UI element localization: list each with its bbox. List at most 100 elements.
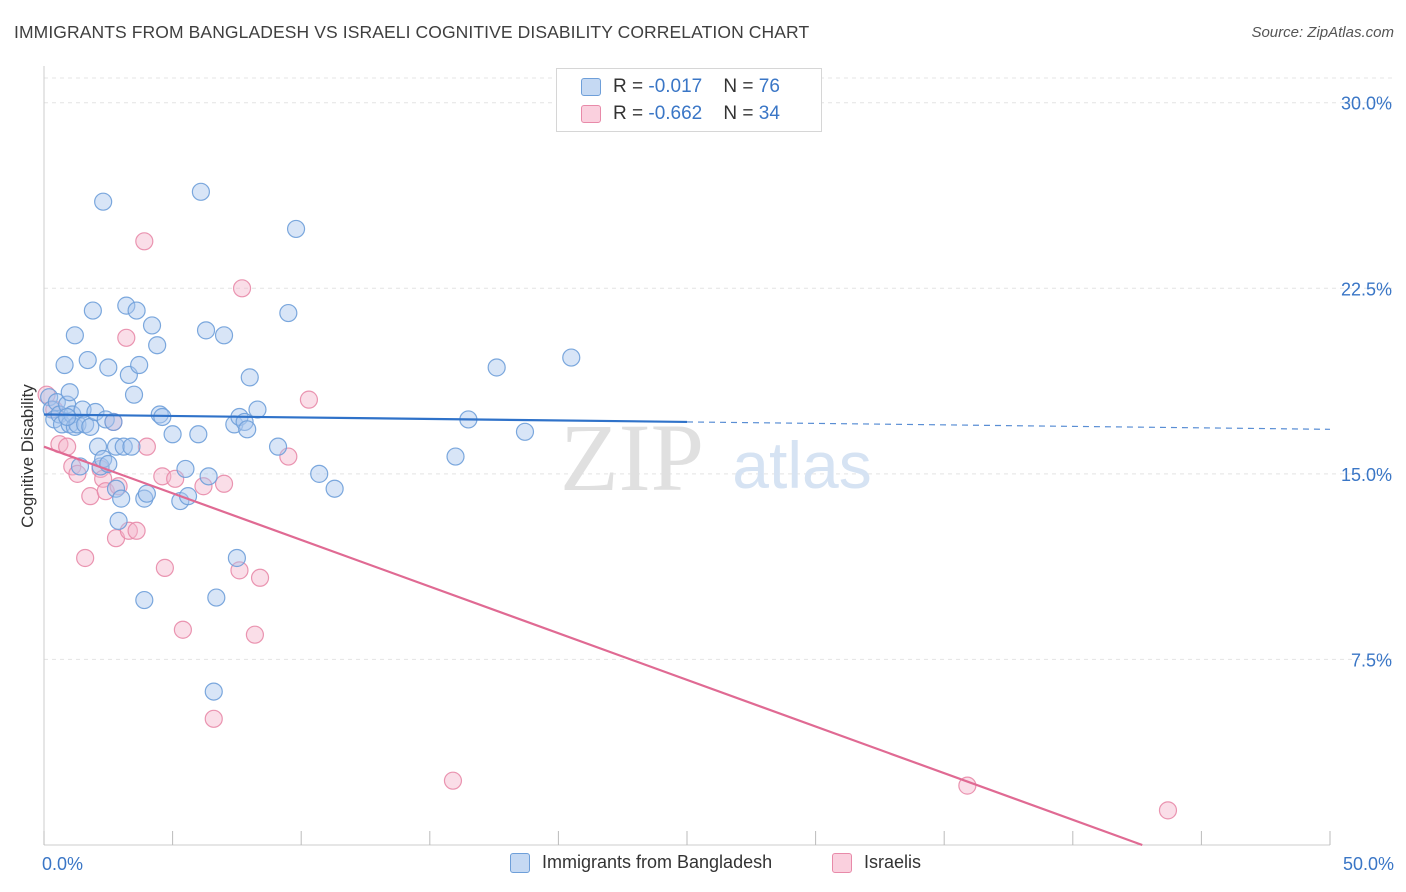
point-bangladesh xyxy=(99,358,118,377)
point-israelis xyxy=(155,558,174,577)
point-bangladesh xyxy=(279,303,298,323)
point-bangladesh xyxy=(446,447,465,466)
point-bangladesh xyxy=(65,326,84,345)
legend-spacer xyxy=(702,76,723,98)
point-bangladesh xyxy=(199,467,218,486)
trendline-bangladesh xyxy=(43,413,688,424)
point-israelis xyxy=(204,709,223,728)
point-bangladesh xyxy=(148,336,167,355)
legend-spacer xyxy=(702,103,723,125)
y-tick-label: 7.5% xyxy=(1351,650,1392,670)
point-bangladesh xyxy=(58,407,77,427)
point-bangladesh xyxy=(248,400,267,419)
point-bangladesh xyxy=(114,437,133,456)
point-israelis xyxy=(245,625,265,644)
legend-r-label: R = xyxy=(613,76,649,97)
point-bangladesh xyxy=(515,422,535,441)
point-bangladesh xyxy=(207,588,226,607)
legend-label-israelis: Israelis xyxy=(864,852,922,872)
point-bangladesh xyxy=(325,479,344,498)
point-bangladesh xyxy=(78,350,97,370)
point-bangladesh xyxy=(196,321,216,340)
point-israelis xyxy=(299,390,319,409)
point-bangladesh xyxy=(163,425,182,444)
point-bangladesh xyxy=(142,316,162,335)
legend-r-value: -0.017 xyxy=(648,76,703,97)
point-bangladesh xyxy=(176,459,195,479)
legend-label-bangladesh: Immigrants from Bangladesh xyxy=(542,852,773,872)
point-israelis xyxy=(232,279,252,298)
legend-n-label: N = xyxy=(723,76,759,97)
points-layer xyxy=(37,182,1178,820)
legend-swatch-pink xyxy=(832,852,852,873)
point-bangladesh xyxy=(310,464,329,483)
series-legend: Immigrants from Bangladesh Israelis xyxy=(0,852,1406,878)
point-bangladesh xyxy=(104,412,123,432)
point-bangladesh xyxy=(191,182,210,201)
legend-n-label: N = xyxy=(723,103,759,124)
point-bangladesh xyxy=(60,383,79,402)
point-bangladesh xyxy=(86,402,105,422)
point-israelis xyxy=(117,328,136,347)
point-israelis xyxy=(81,487,100,506)
x-tick-label: 50.0% xyxy=(1343,854,1394,874)
point-bangladesh xyxy=(204,682,223,701)
point-bangladesh xyxy=(130,355,149,375)
point-bangladesh xyxy=(227,548,246,568)
point-israelis xyxy=(250,568,270,587)
point-israelis xyxy=(127,521,146,540)
point-bangladesh xyxy=(127,301,146,320)
point-bangladesh xyxy=(117,296,136,315)
y-tick-label: 22.5% xyxy=(1341,279,1392,299)
point-bangladesh xyxy=(106,479,126,498)
legend-row-israelis: R = -0.662 N = 34 xyxy=(557,102,780,126)
y-tick-label: 15.0% xyxy=(1341,465,1392,485)
legend-swatch-blue xyxy=(581,78,601,96)
point-bangladesh xyxy=(214,326,234,345)
point-bangladesh xyxy=(94,192,113,211)
point-bangladesh xyxy=(135,590,154,610)
point-bangladesh xyxy=(135,489,154,508)
point-israelis xyxy=(1158,801,1178,820)
chart-title: IMMIGRANTS FROM BANGLADESH VS ISRAELI CO… xyxy=(14,22,810,42)
axis-layer xyxy=(43,66,1331,846)
point-bangladesh xyxy=(112,489,131,508)
legend-row-bangladesh: R = -0.017 N = 76 xyxy=(557,75,780,99)
legend-item-israelis[interactable]: Israelis xyxy=(832,852,921,873)
legend-swatch-blue xyxy=(510,852,530,873)
tick-label-layer: 7.5% 15.0% 22.5% 30.0% 0.0% 50.0% xyxy=(42,94,1394,874)
legend-r-value: -0.662 xyxy=(648,103,703,124)
source-label: Source: ZipAtlas.com xyxy=(1251,24,1394,41)
trendline-israelis xyxy=(43,445,1143,847)
point-israelis xyxy=(173,620,192,639)
point-bangladesh xyxy=(150,405,169,424)
point-israelis xyxy=(194,477,213,496)
point-bangladesh xyxy=(238,420,257,439)
legend-n-value: 34 xyxy=(758,103,780,124)
legend-swatch-pink xyxy=(581,105,601,123)
point-bangladesh xyxy=(106,437,126,456)
point-bangladesh xyxy=(562,348,581,367)
x-tick-label: 0.0% xyxy=(42,854,83,874)
point-israelis xyxy=(443,771,463,790)
y-tick-label: 30.0% xyxy=(1341,94,1392,114)
trendline-bangladesh-projection xyxy=(686,421,1331,430)
point-bangladesh xyxy=(122,437,141,456)
stats-legend: R = -0.017 N = 76 R = -0.662 N = 34 xyxy=(556,68,822,132)
point-israelis xyxy=(135,232,154,251)
point-bangladesh xyxy=(55,355,74,375)
legend-r-label: R = xyxy=(613,103,649,124)
legend-n-value: 76 xyxy=(758,76,780,97)
point-bangladesh xyxy=(268,437,288,456)
point-bangladesh xyxy=(83,301,102,320)
point-bangladesh xyxy=(137,484,156,503)
watermark-atlas: atlas xyxy=(732,428,871,502)
point-bangladesh xyxy=(124,385,144,404)
point-bangladesh xyxy=(286,219,306,239)
point-bangladesh xyxy=(487,358,506,377)
point-israelis xyxy=(68,464,87,483)
point-israelis xyxy=(137,437,156,456)
legend-item-bangladesh[interactable]: Immigrants from Bangladesh xyxy=(510,852,772,873)
point-bangladesh xyxy=(240,368,259,387)
